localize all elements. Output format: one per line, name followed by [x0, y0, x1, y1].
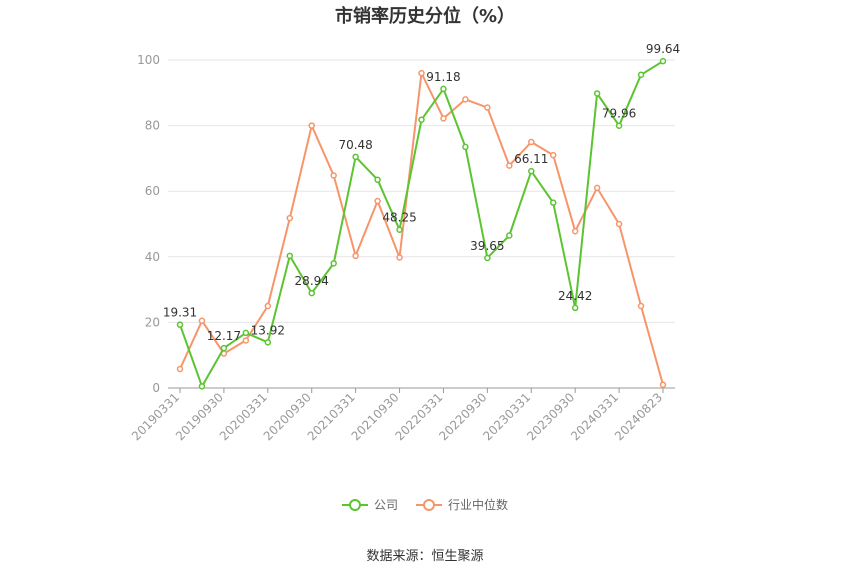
data-point: [659, 57, 667, 65]
data-label: 79.96: [602, 107, 636, 121]
data-point: [418, 69, 425, 77]
data-label: 19.31: [163, 306, 197, 320]
data-point: [528, 138, 535, 146]
data-point: [637, 71, 645, 79]
data-point: [462, 96, 469, 103]
data-label: 39.65: [470, 239, 504, 253]
data-point: [330, 260, 337, 267]
data-label: 13.92: [251, 323, 285, 337]
data-point: [549, 199, 557, 206]
data-point: [615, 220, 623, 228]
data-point: [286, 214, 294, 222]
data-point: [198, 317, 206, 325]
y-tick-label: 0: [152, 381, 160, 395]
data-source: 数据来源：恒生聚源: [366, 549, 484, 564]
grid-lines: [168, 59, 675, 389]
x-tick-label: 20240823: [612, 390, 665, 443]
data-label: 99.64: [646, 42, 680, 56]
legend-label-industry: 行业中位数: [448, 498, 509, 512]
data-point: [528, 167, 535, 175]
series-line-company: [179, 60, 664, 388]
data-point: [286, 252, 294, 260]
data-label: 91.18: [426, 70, 460, 84]
data-point: [330, 172, 337, 179]
data-point: [549, 151, 557, 159]
legend-item-company[interactable]: 公司: [341, 496, 398, 513]
data-point: [593, 90, 601, 97]
data-point: [352, 252, 359, 260]
data-point: [374, 197, 381, 205]
data-point: [242, 337, 250, 344]
legend: 公司 行业中位数: [0, 496, 850, 513]
data-label: 70.48: [338, 138, 372, 152]
y-tick-label: 80: [145, 119, 160, 133]
data-point: [374, 176, 381, 183]
data-point: [198, 383, 206, 390]
legend-line-icon: [416, 498, 442, 511]
data-point: [308, 122, 315, 129]
series-layer: [176, 57, 667, 390]
data-point: [571, 304, 579, 312]
data-point: [264, 302, 272, 310]
data-point: [506, 232, 513, 239]
data-point: [637, 302, 645, 310]
data-point: [440, 115, 447, 122]
data-point: [615, 122, 623, 129]
data-labels: 19.31 12.17 13.92 28.94 70.48 48.25 91.18 39.65…: [163, 42, 680, 343]
y-tick-label: 100: [137, 53, 160, 67]
chart-title: 市销率历史分位（%）: [334, 6, 516, 27]
legend-line-icon: [341, 498, 368, 511]
data-point: [484, 254, 491, 262]
data-point: [396, 226, 403, 233]
legend-item-industry[interactable]: 行业中位数: [416, 496, 508, 513]
data-point: [242, 329, 250, 337]
data-point: [440, 85, 447, 93]
data-label: 24.42: [558, 289, 592, 303]
data-point: [571, 227, 579, 235]
data-point: [484, 104, 491, 111]
y-tick-label: 40: [145, 250, 160, 264]
data-point: [176, 365, 184, 373]
data-label: 66.11: [514, 152, 548, 166]
axes: 0204060801002019033120190930202003312020…: [129, 53, 665, 443]
data-label: 48.25: [382, 211, 416, 225]
legend-label-company: 公司: [373, 498, 398, 512]
data-point: [396, 254, 403, 261]
data-point: [176, 321, 184, 328]
data-point: [352, 153, 359, 161]
y-tick-label: 20: [145, 315, 160, 329]
y-tick-label: 60: [145, 184, 160, 198]
data-label: 12.17: [207, 329, 241, 343]
data-point: [593, 184, 601, 192]
data-point: [308, 289, 315, 297]
data-point: [220, 344, 228, 352]
data-point: [659, 381, 667, 388]
data-point: [264, 339, 272, 346]
data-point: [462, 143, 469, 151]
line-chart: 0204060801002019033120190930202003312020…: [129, 42, 680, 443]
data-point: [506, 162, 513, 169]
data-label: 28.94: [295, 274, 329, 288]
data-point: [418, 116, 425, 123]
